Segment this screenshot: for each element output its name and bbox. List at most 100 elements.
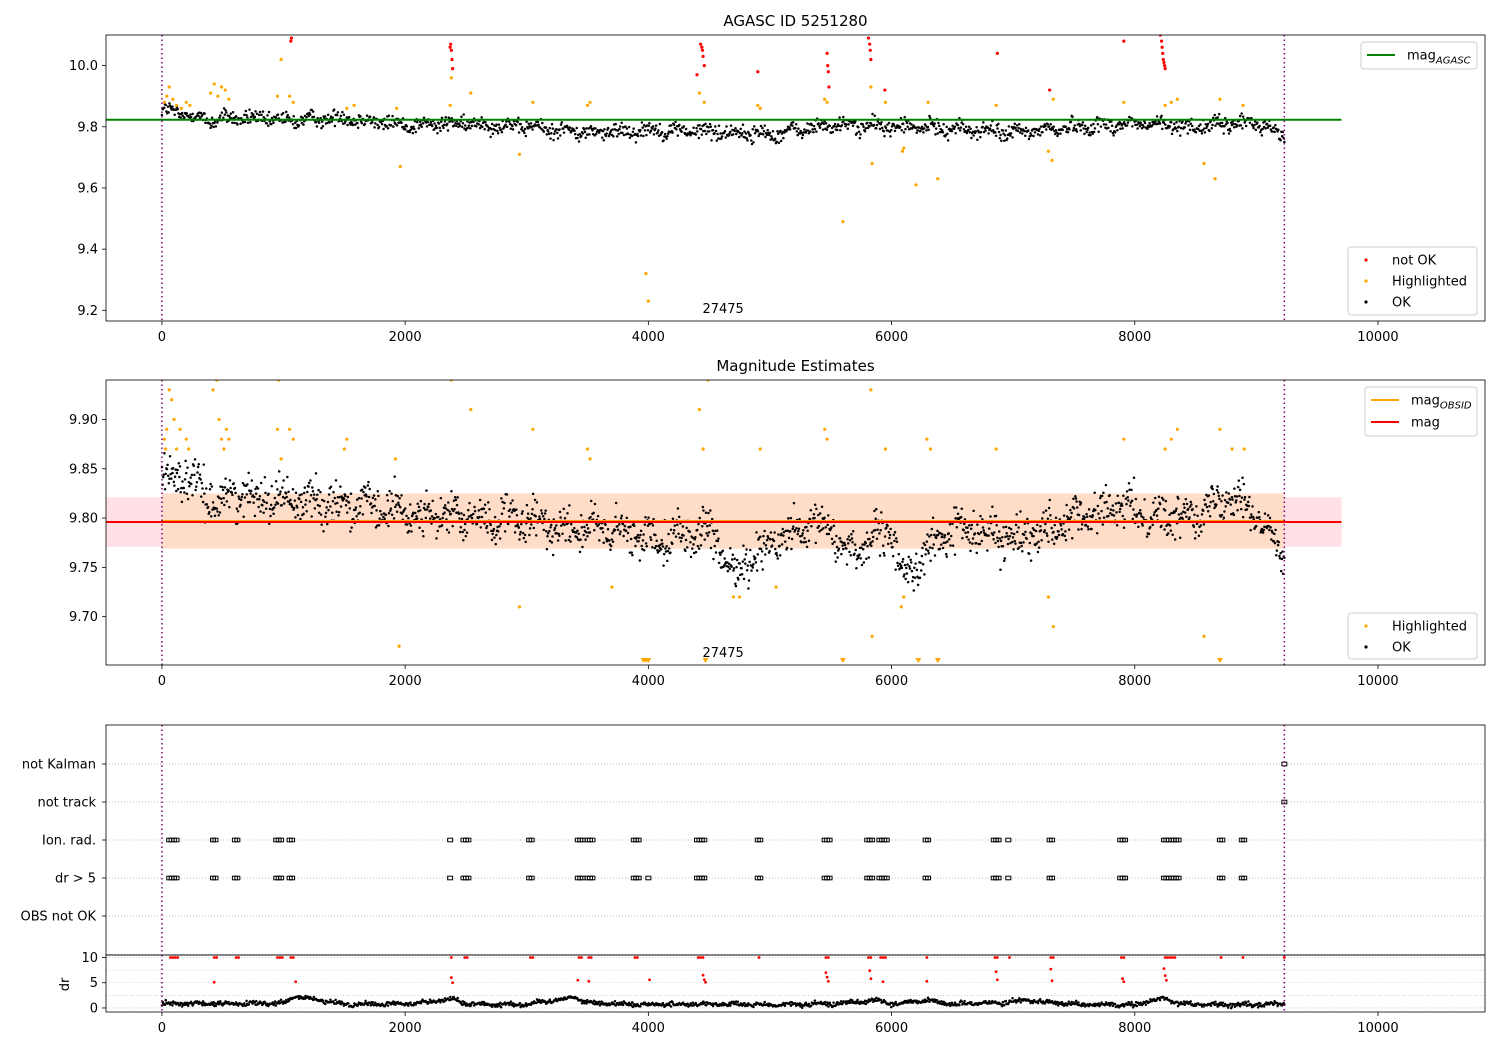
ok-point: [840, 540, 844, 544]
ok-point: [1231, 498, 1234, 501]
ok-point: [1071, 129, 1075, 132]
ok-point: [1074, 495, 1077, 498]
ok-point: [419, 499, 423, 503]
ok-point: [979, 531, 983, 534]
ok-point: [534, 514, 537, 518]
ok-point: [311, 486, 314, 489]
ok-point: [636, 134, 640, 138]
ok-point: [360, 121, 364, 125]
ok-point: [727, 562, 731, 565]
ok-point: [1075, 506, 1079, 509]
ok-point: [231, 493, 234, 497]
ok-point: [828, 124, 832, 127]
ok-point: [620, 514, 624, 518]
ok-point: [885, 526, 888, 530]
highlighted-point: [1218, 97, 1222, 101]
ok-point: [1264, 127, 1267, 130]
ok-point: [713, 544, 716, 548]
ok-point: [550, 523, 553, 527]
ok-point: [312, 115, 316, 119]
ok-point: [1274, 528, 1277, 532]
ok-point: [291, 505, 294, 509]
ok-point: [1014, 126, 1017, 130]
ok-point: [1202, 523, 1206, 526]
ok-point: [989, 515, 992, 518]
ok-point: [589, 499, 593, 503]
ok-point: [709, 509, 712, 512]
ok-point: [531, 507, 534, 511]
ok-point: [788, 530, 792, 533]
ok-point: [890, 542, 893, 545]
ok-point: [451, 524, 454, 528]
highlighted-point: [1202, 161, 1206, 166]
ok-point: [1163, 528, 1166, 531]
ok-point: [258, 113, 261, 117]
ok-point: [939, 532, 942, 535]
ok-point: [496, 1005, 499, 1008]
ok-point: [649, 129, 653, 132]
ok-point: [1070, 537, 1074, 540]
ok-point: [886, 542, 890, 546]
ok-point: [361, 513, 365, 516]
ok-point: [515, 513, 519, 517]
flag-event-marker: [1005, 837, 1012, 843]
ok-point: [1189, 500, 1193, 504]
ok-point: [699, 544, 703, 547]
ok-point: [1236, 508, 1239, 512]
flag-event-marker: [234, 875, 241, 881]
ok-point: [1178, 536, 1182, 540]
ok-point: [282, 479, 285, 482]
highlighted-point: [165, 94, 169, 98]
ok-point: [992, 531, 996, 534]
ok-point: [549, 526, 552, 529]
ok-point: [963, 522, 966, 526]
ok-point: [956, 123, 960, 127]
ok-point: [1047, 506, 1051, 510]
ok-point: [929, 559, 932, 562]
ok-point: [705, 132, 708, 136]
ok-point: [274, 479, 278, 483]
highlighted-point: [1175, 427, 1179, 431]
ok-point: [631, 130, 635, 133]
ok-point: [470, 514, 473, 517]
ok-point: [853, 543, 857, 546]
ok-point: [965, 535, 969, 539]
ok-point: [598, 539, 601, 542]
highlighted-point: [165, 427, 169, 431]
ok-point: [797, 530, 800, 533]
ok-point: [735, 132, 738, 136]
ok-point: [257, 505, 260, 509]
ok-point: [814, 541, 818, 545]
ok-point: [730, 565, 733, 568]
ok-point: [641, 126, 644, 129]
ok-point: [1069, 516, 1073, 519]
ok-point: [313, 507, 317, 510]
ok-point: [931, 546, 934, 550]
ok-point: [232, 482, 235, 485]
ok-point: [538, 126, 542, 129]
ok-point: [460, 115, 463, 118]
ok-point: [327, 493, 331, 496]
y-tick-label: 9.90: [69, 413, 98, 428]
ok-point: [870, 531, 874, 534]
highlighted-point: [172, 417, 176, 422]
ok-point: [231, 111, 235, 114]
ok-point: [933, 122, 936, 125]
ok-point: [652, 517, 655, 521]
ok-point: [732, 567, 736, 570]
ok-point: [865, 557, 868, 560]
ok-point: [889, 527, 892, 531]
ok-point: [1003, 133, 1007, 137]
ok-point: [769, 537, 772, 541]
ok-point: [402, 509, 406, 512]
ok-point: [927, 128, 930, 131]
ok-point: [500, 512, 504, 515]
ok-point: [443, 120, 447, 123]
ok-point: [1146, 127, 1149, 131]
highlighted-point: [588, 457, 592, 461]
ok-point: [345, 499, 348, 502]
ok-point: [292, 506, 296, 510]
ok-point: [602, 541, 605, 544]
ok-point: [435, 126, 438, 130]
ok-point: [611, 532, 614, 535]
